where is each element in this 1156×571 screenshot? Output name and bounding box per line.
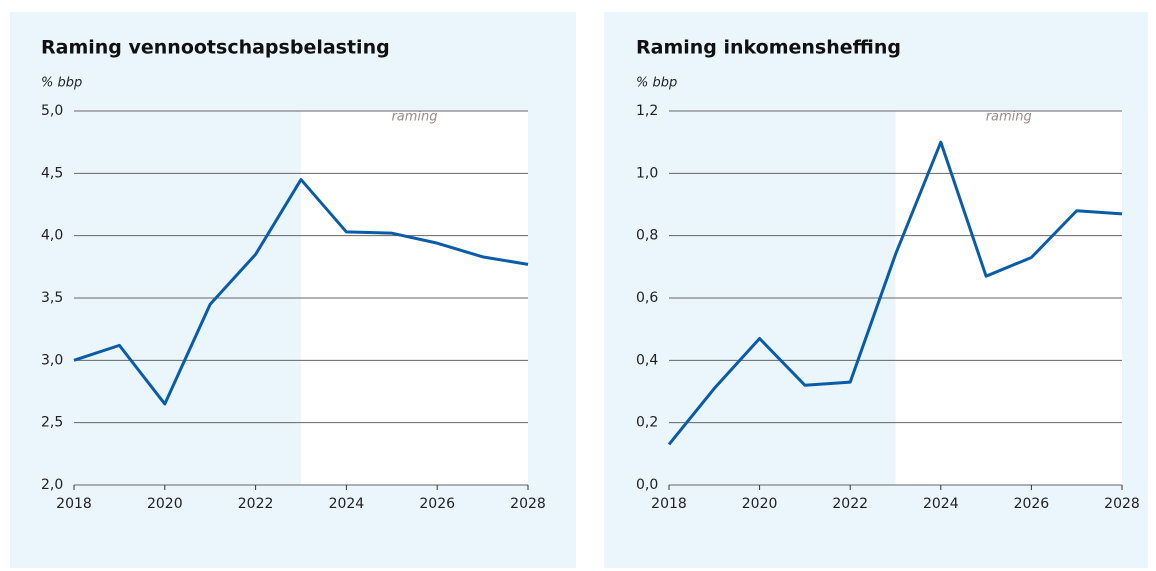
x-tick-label: 2024 bbox=[923, 496, 959, 512]
x-tick-label: 2022 bbox=[238, 496, 274, 512]
annotation: raming bbox=[986, 110, 1032, 125]
x-tick-label: 2026 bbox=[1014, 496, 1050, 512]
x-tick-label: 2028 bbox=[510, 496, 546, 512]
y-axis-label: % bbp bbox=[41, 76, 82, 91]
y-tick-label: 3,5 bbox=[41, 290, 63, 306]
x-tick-label: 2018 bbox=[651, 496, 687, 512]
y-tick-label: 1,2 bbox=[636, 103, 658, 119]
x-tick-label: 2028 bbox=[1104, 496, 1140, 512]
y-tick-label: 3,0 bbox=[41, 352, 63, 368]
y-tick-label: 0,2 bbox=[636, 415, 658, 431]
x-tick-label: 2024 bbox=[329, 496, 365, 512]
y-tick-label: 0,0 bbox=[636, 477, 658, 493]
line bbox=[73, 178, 529, 406]
y-tick-label: 2,0 bbox=[41, 477, 63, 493]
y-tick-label: 1,0 bbox=[636, 165, 658, 181]
x-tick-label: 2020 bbox=[742, 496, 778, 512]
y-tick-label: 4,0 bbox=[41, 228, 63, 244]
y-tick-label: 2,5 bbox=[41, 415, 63, 431]
y-tick-label: 4,5 bbox=[41, 165, 63, 181]
x-tick-label: 2022 bbox=[832, 496, 868, 512]
x-tick-label: 2026 bbox=[419, 496, 455, 512]
chart-title: Raming inkomensheffing bbox=[636, 37, 901, 59]
chart-title: Raming vennootschapsbelasting bbox=[41, 37, 390, 59]
line bbox=[667, 140, 1123, 446]
y-tick-label: 0,4 bbox=[636, 352, 658, 368]
y-tick-label: 5,0 bbox=[41, 103, 63, 119]
x-tick-label: 2020 bbox=[147, 496, 183, 512]
y-axis-label: % bbp bbox=[636, 76, 677, 91]
y-tick-label: 0,8 bbox=[636, 228, 658, 244]
x-tick-label: 2018 bbox=[56, 496, 92, 512]
y-tick-label: 0,6 bbox=[636, 290, 658, 306]
annotation: raming bbox=[391, 110, 437, 125]
